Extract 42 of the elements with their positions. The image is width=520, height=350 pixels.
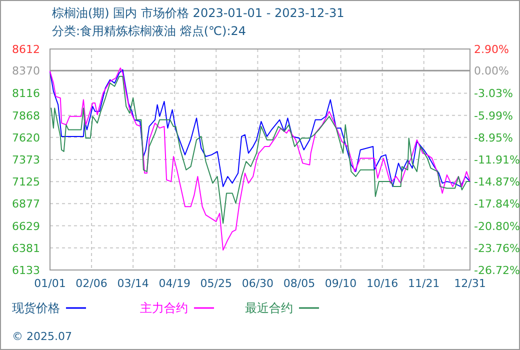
y-tick-label: 6381	[12, 242, 40, 255]
y-tick-label: 8612	[12, 43, 40, 56]
y2-tick-label: 2.90%	[474, 43, 509, 56]
legend-label: 主力合约	[140, 301, 188, 315]
chart-subtitle: 分类:食用精炼棕榈液油 熔点(℃):24	[52, 24, 246, 38]
y2-tick-label: -3.03%	[474, 87, 513, 100]
y2-tick-label: -5.99%	[474, 109, 513, 122]
x-tick-label: 05/25	[200, 277, 232, 290]
x-tick-label: 08/05	[283, 277, 316, 290]
y-tick-label: 7125	[12, 176, 40, 189]
y2-tick-label: -8.95%	[474, 131, 513, 144]
y-tick-label: 8116	[12, 87, 40, 100]
y-tick-label: 7868	[12, 109, 40, 122]
y2-tick-label: 0.00%	[474, 64, 509, 78]
y2-tick-label: -26.72%	[474, 264, 520, 277]
y-tick-label: 8370	[12, 64, 40, 78]
y-tick-label: 7373	[12, 153, 40, 166]
x-tick-label: 01/01	[34, 277, 66, 290]
x-tick-label: 12/31	[454, 277, 486, 290]
x-tick-label: 11/21	[408, 277, 440, 290]
y2-tick-label: -23.76%	[474, 242, 520, 255]
y-tick-label: 6133	[12, 264, 40, 277]
x-tick-label: 10/16	[366, 277, 398, 290]
x-tick-label: 02/06	[76, 277, 108, 290]
y-tick-label: 7620	[12, 131, 40, 144]
y2-tick-label: -14.87%	[474, 176, 520, 189]
line-series	[50, 76, 470, 224]
x-tick-label: 04/19	[158, 277, 190, 290]
text: © 2025.07	[12, 330, 72, 343]
line-series	[50, 67, 470, 251]
y-tick-label: 6629	[12, 220, 40, 233]
line-series	[50, 69, 470, 188]
y2-tick-label: -20.80%	[474, 220, 520, 233]
y2-tick-label: -11.91%	[474, 154, 520, 166]
legend-label: 最近合约	[245, 301, 293, 315]
x-tick-label: 09/10	[324, 277, 357, 290]
chart-title: 棕榈油(期) 国内 市场价格 2023-01-01 - 2023-12-31	[52, 6, 344, 20]
x-tick-label: 03/14	[117, 277, 149, 290]
y2-tick-label: -17.84%	[474, 198, 520, 211]
legend-label: 现货价格	[12, 301, 60, 315]
y-tick-label: 6877	[12, 198, 40, 211]
x-tick-label: 06/30	[242, 277, 274, 290]
